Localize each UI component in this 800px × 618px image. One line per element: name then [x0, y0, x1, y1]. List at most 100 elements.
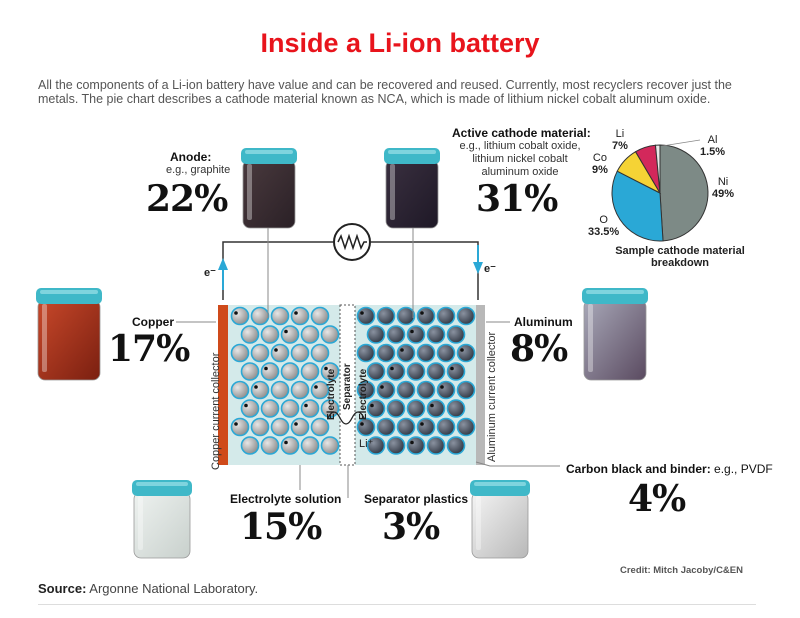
anode-particle	[280, 362, 300, 381]
lithium-dot	[400, 348, 404, 352]
cathode-particle	[426, 436, 446, 455]
cathode-particle	[396, 306, 416, 326]
carbon-sub: e.g., PVDF	[714, 462, 773, 476]
sample-jars	[36, 148, 648, 559]
aluminum-label: Aluminum	[514, 315, 573, 329]
cathode-particle	[436, 343, 456, 363]
cathode-pct: 31%	[476, 178, 558, 220]
lithium-dot	[294, 422, 298, 426]
cathode-particle	[396, 380, 416, 400]
anode-particle	[230, 417, 250, 437]
cathode-sub: e.g., lithium cobalt oxide, lithium nick…	[459, 140, 581, 178]
cathode-particle	[406, 436, 426, 455]
lithium-ion-label: Li⁺	[359, 438, 374, 450]
anode-pct: 22%	[146, 178, 228, 220]
lithium-dot	[380, 385, 384, 389]
anode-particle	[240, 362, 260, 381]
lithium-dot	[264, 366, 268, 371]
separator-plastics-pct: 3%	[382, 506, 440, 548]
pie-slice-o	[611, 170, 664, 242]
anode-particle	[290, 306, 310, 326]
carbon-label-text: Carbon black and binder:	[566, 462, 711, 476]
cathode-particle	[356, 343, 376, 363]
pie-slice-al	[654, 144, 661, 194]
electrolyte-left-label: Electrolyte	[326, 368, 337, 420]
page-title: Inside a Li-ion battery	[260, 28, 540, 58]
anode-particle	[260, 362, 280, 381]
anode-particle	[230, 380, 250, 400]
cathode-particle	[446, 325, 466, 344]
carbon-pct: 4%	[628, 478, 686, 520]
electrolyte-right-label: Electrolyte	[358, 368, 369, 420]
anode-particle	[300, 325, 320, 344]
anode-particle	[300, 436, 320, 455]
lithium-dot	[304, 403, 308, 408]
anode-particle	[280, 436, 300, 455]
pie-label-o: O 33.5%	[588, 214, 620, 238]
anode-particle	[250, 306, 270, 326]
anode-particle	[230, 343, 250, 363]
anode-particle	[320, 325, 340, 344]
cathode-label: Active cathode material:	[452, 126, 591, 140]
anode-particle	[300, 362, 320, 381]
cathode-particle	[416, 343, 436, 363]
anode-particle	[290, 417, 310, 437]
cathode-particle	[456, 306, 476, 326]
lithium-dot	[390, 366, 394, 371]
pie-label-co: Co 9%	[592, 152, 608, 176]
carbon-label: Carbon black and binder: e.g., PVDF	[566, 462, 773, 476]
li-ion-path	[327, 411, 365, 425]
anode-particle	[270, 380, 290, 400]
copper-collector-label: Copper current collector	[210, 352, 222, 470]
cathode-particle	[416, 380, 436, 400]
anode-particle	[240, 436, 260, 455]
anode-particle	[300, 399, 320, 418]
lithium-dot	[430, 403, 434, 408]
anode-particle	[310, 306, 330, 326]
lithium-dot	[274, 348, 278, 352]
lithium-dot	[450, 366, 454, 371]
anode-particle	[310, 417, 330, 437]
separator-label: Separator	[342, 363, 353, 410]
cathode-particle	[456, 417, 476, 437]
anode-particle	[290, 380, 310, 400]
electrolyte-jar	[132, 480, 192, 559]
separator-jar	[470, 480, 530, 559]
cathode-particle	[386, 362, 406, 381]
cathode-particle	[446, 362, 466, 381]
lithium-dot	[234, 311, 238, 315]
cathode-particle	[446, 436, 466, 455]
copper-pct: 17%	[108, 328, 190, 370]
anode-particle	[260, 436, 280, 455]
anode-particles	[230, 306, 340, 455]
anode-particle	[250, 417, 270, 437]
anode-particle	[260, 325, 280, 344]
anode-particle	[270, 417, 290, 437]
cathode-particle	[356, 306, 376, 326]
lithium-dot	[360, 422, 364, 426]
cathode-particle	[356, 417, 376, 437]
anode-jar	[241, 148, 297, 229]
credit: Credit: Mitch Jacoby/C&EN	[620, 565, 743, 576]
anode-particle	[230, 306, 250, 326]
lithium-dot	[294, 311, 298, 315]
cathode-particle	[426, 325, 446, 344]
cathode-particle	[366, 362, 386, 381]
anode-particle	[310, 343, 330, 363]
anode-particle	[240, 325, 260, 344]
anode-particle	[270, 306, 290, 326]
anode-sub: e.g., graphite	[166, 164, 231, 176]
cathode-particle	[406, 399, 426, 418]
intro-text: All the components of a Li-ion battery h…	[38, 78, 732, 106]
cathode-particle	[416, 417, 436, 437]
aluminum-collector	[476, 305, 485, 465]
cathode-particle	[456, 343, 476, 363]
cathode-jar	[384, 148, 440, 229]
cathode-particle	[426, 399, 446, 418]
anode-particle	[290, 343, 310, 363]
lithium-dot	[284, 440, 288, 445]
resistor-icon	[333, 223, 371, 261]
anode-particle	[270, 343, 290, 363]
cathode-particle	[426, 362, 446, 381]
cathode-particles	[356, 306, 476, 455]
